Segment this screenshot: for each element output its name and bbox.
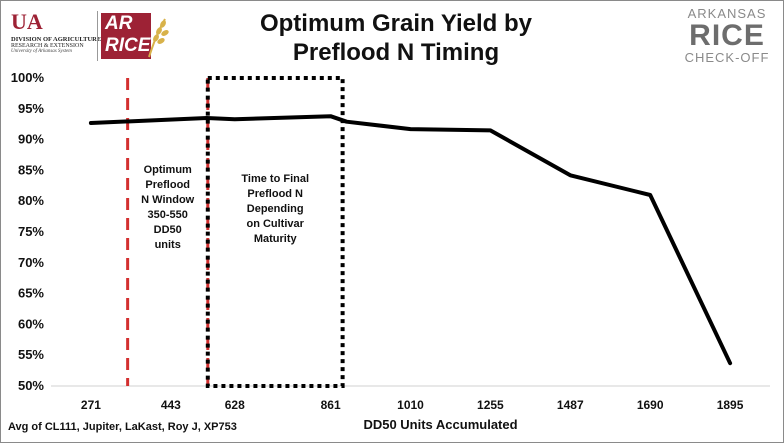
logo-divider <box>97 11 98 61</box>
series-point <box>90 122 92 124</box>
chart-title: Optimum Grain Yield by Preflood N Timing <box>231 9 561 67</box>
annotation-line: units <box>155 239 181 251</box>
ua-logo-line1: DIVISION OF AGRICULTURE <box>11 36 102 43</box>
ua-logo-line2: RESEARCH & EXTENSION <box>11 43 84 49</box>
x-tick-label: 271 <box>81 398 101 412</box>
x-tick-label: 1010 <box>397 398 424 412</box>
ar-rice-logo: AR RICE <box>101 11 171 61</box>
y-tick-label: 90% <box>18 132 44 147</box>
series-point <box>410 128 411 130</box>
annotation-line: N Window <box>141 194 194 206</box>
ar-rice-logo-box <box>101 13 151 59</box>
annotation-line: 350-550 <box>148 209 188 221</box>
checkoff-logo-line3: CHECK-OFF <box>684 50 770 65</box>
checkoff-logo-line1: ARKANSAS <box>687 6 767 21</box>
chart-title-line2: Preflood N Timing <box>292 39 500 66</box>
final-preflood-box <box>205 76 345 388</box>
y-tick-label: 85% <box>18 162 44 177</box>
y-tick-label: 80% <box>18 193 44 208</box>
ua-logo-mark: UA <box>11 9 43 34</box>
ua-logo-line3: University of Arkansas System <box>11 49 72 54</box>
y-tick-label: 65% <box>18 286 44 301</box>
annotation-line: Optimum <box>144 164 192 176</box>
series-point <box>346 121 348 123</box>
series-line-yield <box>88 114 733 366</box>
y-tick-label: 60% <box>18 316 44 331</box>
x-tick-label: 443 <box>161 398 181 412</box>
x-axis: 271 443 628 861 1010 1255 1487 1690 1895 <box>81 398 744 412</box>
series-point <box>569 174 571 176</box>
y-tick-label: 75% <box>18 224 44 239</box>
annotation-line: DD50 <box>154 224 182 236</box>
y-tick-label: 100% <box>11 70 45 85</box>
series-point <box>649 194 651 196</box>
checkoff-logo-line2: RICE <box>689 19 765 52</box>
annotation-line: Maturity <box>254 233 298 245</box>
ua-division-logo: UA DIVISION OF AGRICULTURE RESEARCH & EX… <box>11 9 102 61</box>
annotation-line: Preflood <box>145 179 190 191</box>
annotation-line: on Cultivar <box>246 218 304 230</box>
y-axis: 50% 55% 60% 65% 70% 75% 80% 85% 90% 95% 100% <box>11 70 45 393</box>
x-tick-label: 1487 <box>557 398 584 412</box>
x-tick-label: 861 <box>321 398 341 412</box>
annotation-line: Preflood N <box>247 188 303 200</box>
y-tick-label: 95% <box>18 101 44 116</box>
annotation-line: Time to Final <box>241 173 309 185</box>
annotation-final-preflood: Time to Final Preflood N Depending on Culti… <box>241 173 309 245</box>
x-tick-label: 628 <box>225 398 245 412</box>
chart-title-line1: Optimum Grain Yield by <box>259 10 533 37</box>
x-tick-label: 1895 <box>717 398 744 412</box>
chart-footnote: Avg of CL111, Jupiter, LaKast, Roy J, XP… <box>8 421 237 433</box>
ar-rice-logo-line2: RICE <box>105 35 151 56</box>
ar-rice-logo-line1: AR <box>105 13 133 34</box>
series-point <box>330 115 332 117</box>
y-tick-label: 50% <box>18 378 44 393</box>
x-tick-label: 1690 <box>637 398 664 412</box>
x-tick-label: 1255 <box>477 398 504 412</box>
annotation-line: Depending <box>247 203 304 215</box>
y-tick-label: 70% <box>18 255 44 270</box>
y-tick-label: 55% <box>18 347 44 362</box>
series-point <box>234 118 236 120</box>
x-axis-label: DD50 Units Accumulated <box>363 417 517 432</box>
annotation-optimum-window: Optimum Preflood N Window 350-550 DD50 units <box>141 164 194 251</box>
series-point <box>206 117 208 119</box>
series-point <box>729 362 731 364</box>
arkansas-rice-checkoff-logo: ARKANSAS RICE CHECK-OFF <box>676 7 778 69</box>
series-points <box>90 115 731 364</box>
rice-stalk-icon <box>148 18 169 58</box>
series-point <box>489 129 491 131</box>
